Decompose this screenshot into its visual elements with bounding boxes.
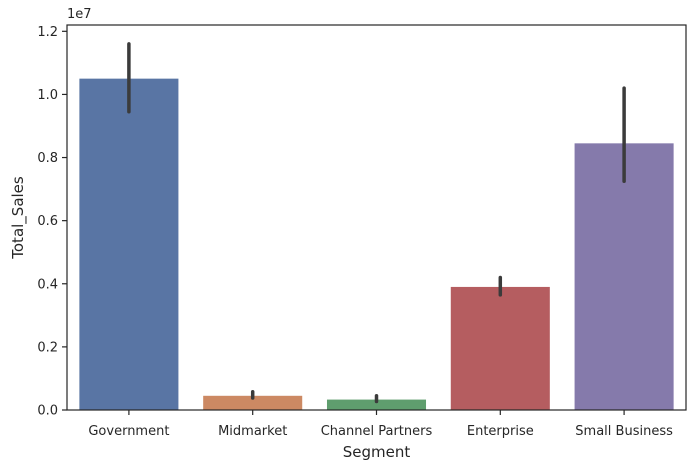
bar-government: [79, 78, 179, 411]
bar-small-business: [574, 143, 674, 411]
x-tick-label: Midmarket: [218, 424, 287, 439]
error-bars-group: [127, 42, 626, 404]
bar-channel-partners: [326, 399, 427, 410]
bar-enterprise: [450, 286, 550, 410]
y-tick-label: 0.6: [37, 214, 58, 229]
y-tick-label: 1.0: [37, 88, 58, 103]
x-tick-label: Government: [88, 424, 169, 439]
x-tick-label: Small Business: [575, 424, 673, 439]
y-tick-label: 0.4: [37, 277, 58, 292]
y-tick-label: 1.2: [37, 25, 58, 40]
x-axis-ticks: Government Midmarket Channel Partners Enter…: [88, 410, 673, 439]
x-tick-label: Enterprise: [467, 424, 534, 439]
y-tick-label: 0.0: [37, 404, 58, 419]
y-axis-label: Total_Sales: [9, 176, 28, 260]
bar-midmarket: [203, 395, 303, 410]
y-axis-ticks: 0.0 0.2 0.4 0.6 0.8 1.0 1.2: [37, 25, 67, 419]
x-axis-label: Segment: [343, 443, 411, 461]
x-tick-label: Channel Partners: [321, 424, 433, 439]
y-tick-label: 0.8: [37, 151, 58, 166]
y-offset-label: 1e7: [67, 7, 92, 22]
y-tick-label: 0.2: [37, 340, 58, 355]
bars-group: [79, 78, 674, 411]
